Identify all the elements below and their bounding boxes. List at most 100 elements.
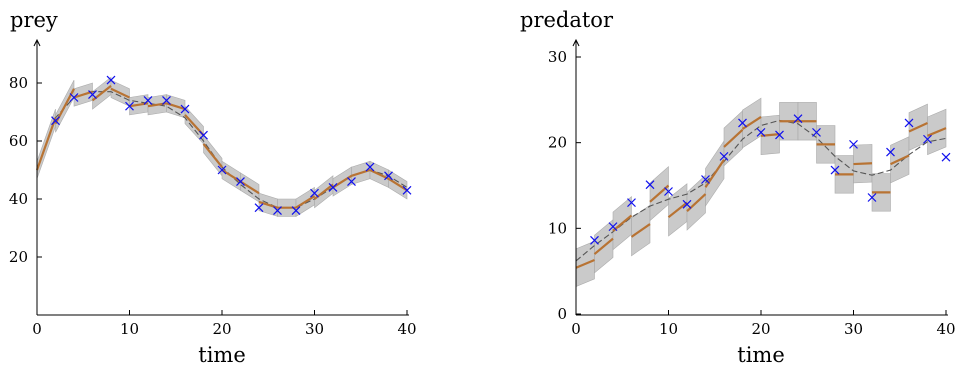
forecast-segment [630,223,651,238]
observation-marker-stroke [291,206,301,216]
x-tick-label: 20 [212,320,231,338]
observation-marker-stroke [775,130,784,140]
observation-marker [291,206,301,216]
forecast-segment [908,121,928,133]
x-tick-label: 0 [571,320,581,338]
observation-marker-stroke [627,198,636,208]
observation-marker-stroke [904,118,914,128]
observation-marker [849,139,858,149]
observation-marker-stroke [664,187,673,196]
observation-marker [645,180,655,190]
observation-marker-stroke [608,222,618,232]
observation-marker [125,101,134,111]
observation-marker-stroke [217,165,227,175]
observation-marker [775,130,784,140]
x-tick-label: 30 [305,320,324,338]
observation-marker [590,235,599,245]
observation-marker [236,177,245,187]
observation-marker [143,95,153,105]
observation-marker [812,127,821,137]
observation-marker-stroke [106,75,116,85]
observation-marker [402,185,412,195]
observation-marker-stroke [162,95,171,105]
y-tick-label: 60 [9,132,28,150]
mean-line [575,119,947,262]
observation-marker-stroke [365,162,375,172]
observation-marker-stroke [143,95,153,105]
observation-marker-stroke [384,171,393,181]
x-tick-label: 0 [32,320,42,338]
observation-marker [719,151,729,161]
forecast-segment [853,162,873,166]
observation-marker-stroke [941,152,951,162]
y-tick-label: 30 [548,48,567,66]
x-tick-label: 10 [120,320,139,338]
observation-marker-stroke [756,127,766,137]
forecast-segment [387,177,408,192]
x-axis-label: time [198,343,246,367]
observation-marker-stroke [590,235,599,245]
observation-marker-stroke [886,147,895,157]
observation-marker-stroke [180,104,190,114]
forecast-segment [927,127,947,137]
forecast-segment [110,87,130,99]
observation-marker-stroke [273,206,282,216]
observation-marker-stroke [812,127,821,137]
observation-marker-stroke [402,185,412,195]
forecast-segment [593,237,614,255]
observation-marker-stroke [719,151,729,161]
forecast-segment [890,154,910,166]
prey-panel: 0 10 20 30 40 20 40 60 80 prey time [9,8,417,367]
forecast-segment [202,143,223,168]
observation-marker-stroke [347,177,356,187]
observation-marker [886,147,895,157]
forecast-segment [295,195,316,209]
y-tick-label: 10 [548,219,567,237]
y-tick-label: 80 [9,74,28,92]
y-axis-label: prey [10,8,58,32]
observation-marker-stroke [701,175,710,184]
observation-marker [88,90,97,100]
observation-marker-stroke [682,199,692,209]
observation-marker [756,127,766,137]
observation-marker [180,104,190,114]
observation-marker-stroke [199,130,208,140]
y-tick-label: 20 [548,134,567,152]
observation-marker-stroke [923,134,932,144]
observation-marker [347,177,356,187]
observation-marker [254,203,264,213]
forecast-segment [35,117,57,171]
observation-marker [365,162,375,172]
forecast-segment [239,180,260,195]
observation-marker [701,175,710,184]
forecast-segment [612,214,633,232]
forecast-segment [73,90,93,99]
x-tick-label: 30 [844,320,863,338]
observation-marker-stroke [738,118,747,128]
observation-marker-stroke [236,177,245,187]
y-tick-label: 0 [557,305,567,323]
forecast-segment [221,169,242,183]
observation-marker [941,152,951,162]
observation-marker-stroke [645,180,655,190]
observation-marker-stroke [310,188,319,198]
observation-marker-stroke [69,93,79,102]
observation-marker [162,95,171,105]
observation-marker [328,182,338,192]
observation-marker [904,118,914,128]
forecast-segment [667,201,688,219]
x-tick-label: 10 [659,320,678,338]
observation-marker-stroke [88,90,97,100]
forecast-segment [723,129,744,148]
observation-marker [384,171,393,181]
x-axis-label: time [737,343,785,367]
y-tick-label: 40 [9,190,28,208]
forecast-segment [686,193,707,213]
observation-marker [830,165,840,175]
observation-marker-stroke [254,203,264,213]
observation-marker [664,187,673,196]
observation-marker [867,193,877,202]
forecast-segment [741,116,762,130]
x-tick-label: 40 [936,320,955,338]
